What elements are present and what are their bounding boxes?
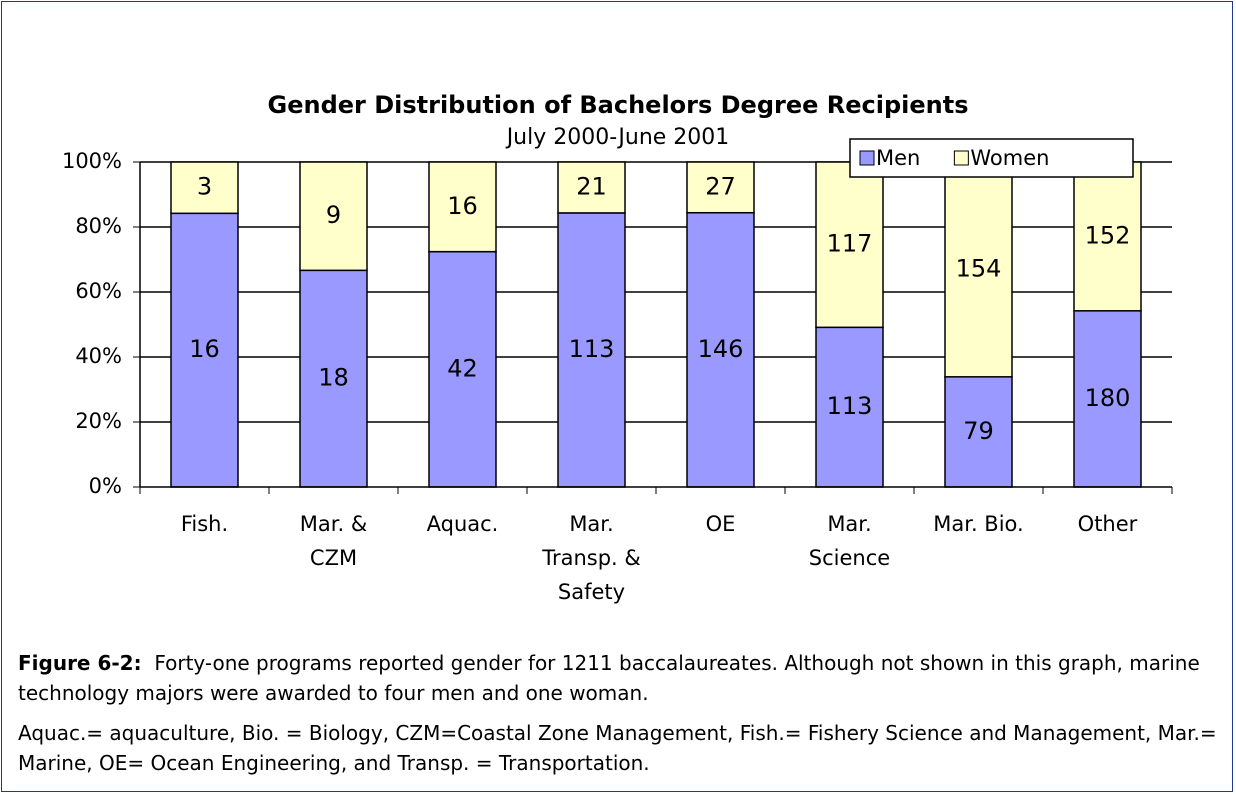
data-label: 146 <box>698 335 744 363</box>
x-tick-label: Other <box>1078 512 1138 536</box>
y-tick-label: 20% <box>75 409 122 433</box>
x-tick-label: Fish. <box>181 512 228 536</box>
chart: Gender Distribution of Bachelors Degree … <box>62 91 1173 604</box>
bar-segment <box>686 161 755 214</box>
legend-label: Men <box>876 146 920 170</box>
legend-swatch <box>859 150 875 166</box>
y-tick-label: 100% <box>62 149 122 173</box>
caption-note: Aquac.= aquaculture, Bio. = Biology, CZM… <box>18 721 1217 775</box>
bar-segment <box>944 161 1013 378</box>
data-label: 18 <box>318 364 349 392</box>
chart-subtitle: July 2000-June 2001 <box>505 125 730 150</box>
legend-label: Women <box>970 146 1049 170</box>
data-label: 154 <box>956 254 1002 282</box>
bar-segment <box>557 161 626 214</box>
data-label: 27 <box>705 172 736 200</box>
data-label: 180 <box>1085 384 1131 412</box>
caption-label: Figure 6-2: <box>18 651 142 675</box>
y-tick-label: 0% <box>89 474 122 498</box>
x-tick-label: Mar. Bio. <box>933 512 1023 536</box>
data-label: 16 <box>189 335 220 363</box>
data-label: 21 <box>576 172 607 200</box>
bar-segment <box>686 211 755 488</box>
caption-body: Forty-one programs reported gender for 1… <box>18 651 1200 705</box>
data-label: 9 <box>326 201 341 229</box>
x-tick-label: Aquac. <box>427 512 499 536</box>
bar-segment <box>1073 161 1142 312</box>
y-tick-label: 40% <box>75 344 122 368</box>
data-label: 3 <box>197 173 212 201</box>
bar-segment <box>944 376 1013 488</box>
bar-segment <box>1073 310 1142 488</box>
data-label: 42 <box>447 354 478 382</box>
bar-segment <box>428 161 497 253</box>
chart-title: Gender Distribution of Bachelors Degree … <box>268 91 969 119</box>
legend-box <box>849 138 1134 178</box>
data-label: 117 <box>827 230 873 258</box>
legend-swatch <box>953 150 969 166</box>
x-tick-label: Mar. Science <box>809 512 890 570</box>
y-tick-label: 60% <box>75 279 122 303</box>
bar-segment <box>557 212 626 488</box>
x-tick-label: OE <box>706 512 736 536</box>
caption-text: Figure 6-2: Forty-one programs reported … <box>18 648 1218 708</box>
y-tick-label: 80% <box>75 214 122 238</box>
data-label: 79 <box>963 417 994 445</box>
bar-segment <box>428 250 497 488</box>
bar-segment <box>170 161 239 215</box>
data-label: 113 <box>827 392 873 420</box>
data-label: 152 <box>1085 221 1131 249</box>
x-tick-label: Mar. Transp. & Safety <box>541 512 641 604</box>
data-label: 16 <box>447 192 478 220</box>
bar-segment <box>815 326 884 488</box>
data-label: 113 <box>569 335 615 363</box>
caption: Figure 6-2: Forty-one programs reported … <box>18 648 1218 788</box>
x-tick-label: Mar. & CZM <box>300 512 367 570</box>
bar-segment <box>299 161 368 272</box>
